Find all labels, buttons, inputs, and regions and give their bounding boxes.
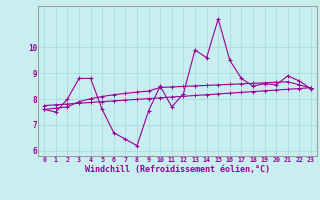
X-axis label: Windchill (Refroidissement éolien,°C): Windchill (Refroidissement éolien,°C) xyxy=(85,165,270,174)
